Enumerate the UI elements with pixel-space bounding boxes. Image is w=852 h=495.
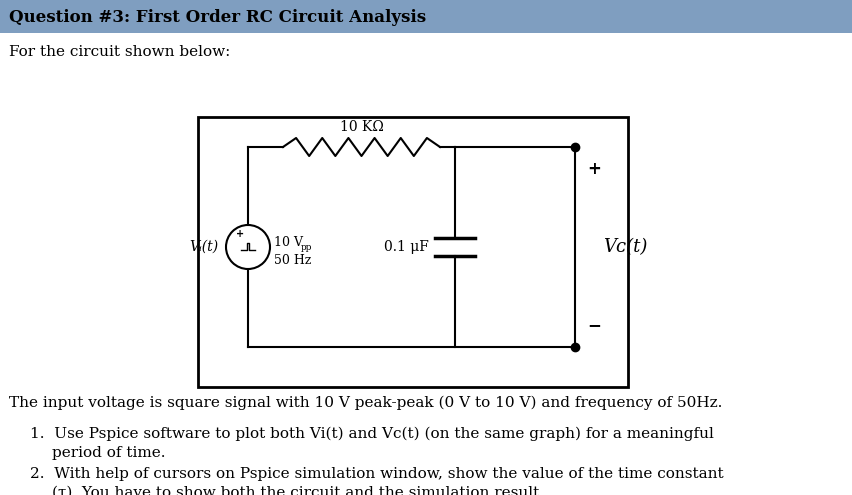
Bar — [198, 117, 628, 387]
Text: 50 Hz: 50 Hz — [274, 253, 311, 266]
Text: 10 KΩ: 10 KΩ — [340, 120, 383, 134]
Bar — [0, 0, 852, 33]
Text: +: + — [587, 160, 601, 178]
Text: 10 V: 10 V — [274, 237, 303, 249]
Text: 2.  With help of cursors on Pspice simulation window, show the value of the time: 2. With help of cursors on Pspice simula… — [30, 467, 723, 481]
Text: pp: pp — [301, 244, 313, 252]
Text: Vᴄ(t): Vᴄ(t) — [603, 238, 648, 256]
Text: +: + — [236, 229, 244, 239]
Text: (τ). You have to show both the circuit and the simulation result.: (τ). You have to show both the circuit a… — [52, 486, 544, 495]
Text: The input voltage is square signal with 10 V peak-peak (0 V to 10 V) and frequen: The input voltage is square signal with … — [9, 396, 722, 410]
Text: Question #3: First Order RC Circuit Analysis: Question #3: First Order RC Circuit Anal… — [9, 8, 426, 26]
Circle shape — [226, 225, 270, 269]
Text: 0.1 μF: 0.1 μF — [384, 240, 429, 254]
Text: For the circuit shown below:: For the circuit shown below: — [9, 45, 230, 59]
Text: period of time.: period of time. — [52, 446, 165, 460]
Text: Vᵢ(t): Vᵢ(t) — [189, 240, 218, 254]
Text: 1.  Use Pspice software to plot both Vi(t) and Vc(t) (on the same graph) for a m: 1. Use Pspice software to plot both Vi(t… — [30, 427, 714, 442]
Text: −: − — [587, 316, 601, 334]
